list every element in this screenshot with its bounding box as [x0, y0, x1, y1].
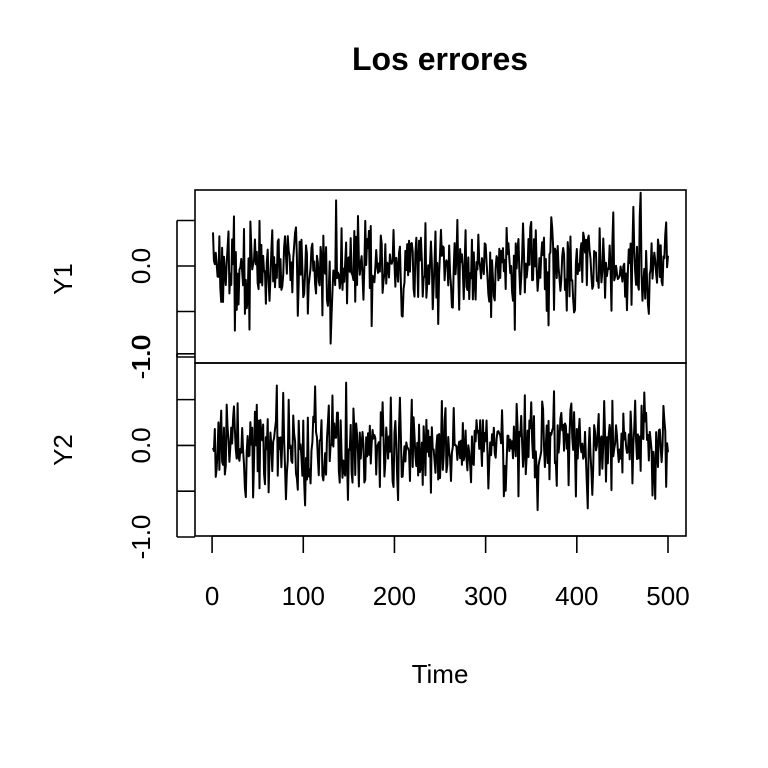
chart-title: Los errores: [352, 41, 528, 77]
series-y1-line: [212, 191, 669, 345]
x-tick-label: 100: [282, 581, 325, 611]
y-tick-label: -1.0: [126, 515, 156, 560]
x-tick-label: 300: [464, 581, 507, 611]
panel-y2-ylabel: Y2: [48, 434, 78, 466]
y-tick-label: 1.0: [126, 336, 156, 372]
panel-y2: -1.0 0.0 1.0 Y2: [48, 336, 687, 560]
panel-y1-ylabel: Y1: [48, 263, 78, 295]
x-tick-label: 0: [205, 581, 219, 611]
x-tick-label: 500: [646, 581, 689, 611]
x-tick-label: 400: [555, 581, 598, 611]
series-y2-line: [212, 381, 669, 512]
y-tick-label: 0.0: [126, 248, 156, 284]
x-axis: 0 100 200 300 400 500: [205, 535, 690, 611]
y-tick-label: -1.0: [126, 335, 156, 380]
x-tick-label: 200: [373, 581, 416, 611]
y-tick-label: 0.0: [126, 427, 156, 463]
panel-y2-y-axis: -1.0 0.0 1.0: [126, 336, 195, 560]
x-axis-label: Time: [412, 659, 469, 689]
panel-y1: -1.0 0.0 Y1: [48, 189, 687, 380]
panel-y1-y-axis: -1.0 0.0: [126, 219, 195, 380]
